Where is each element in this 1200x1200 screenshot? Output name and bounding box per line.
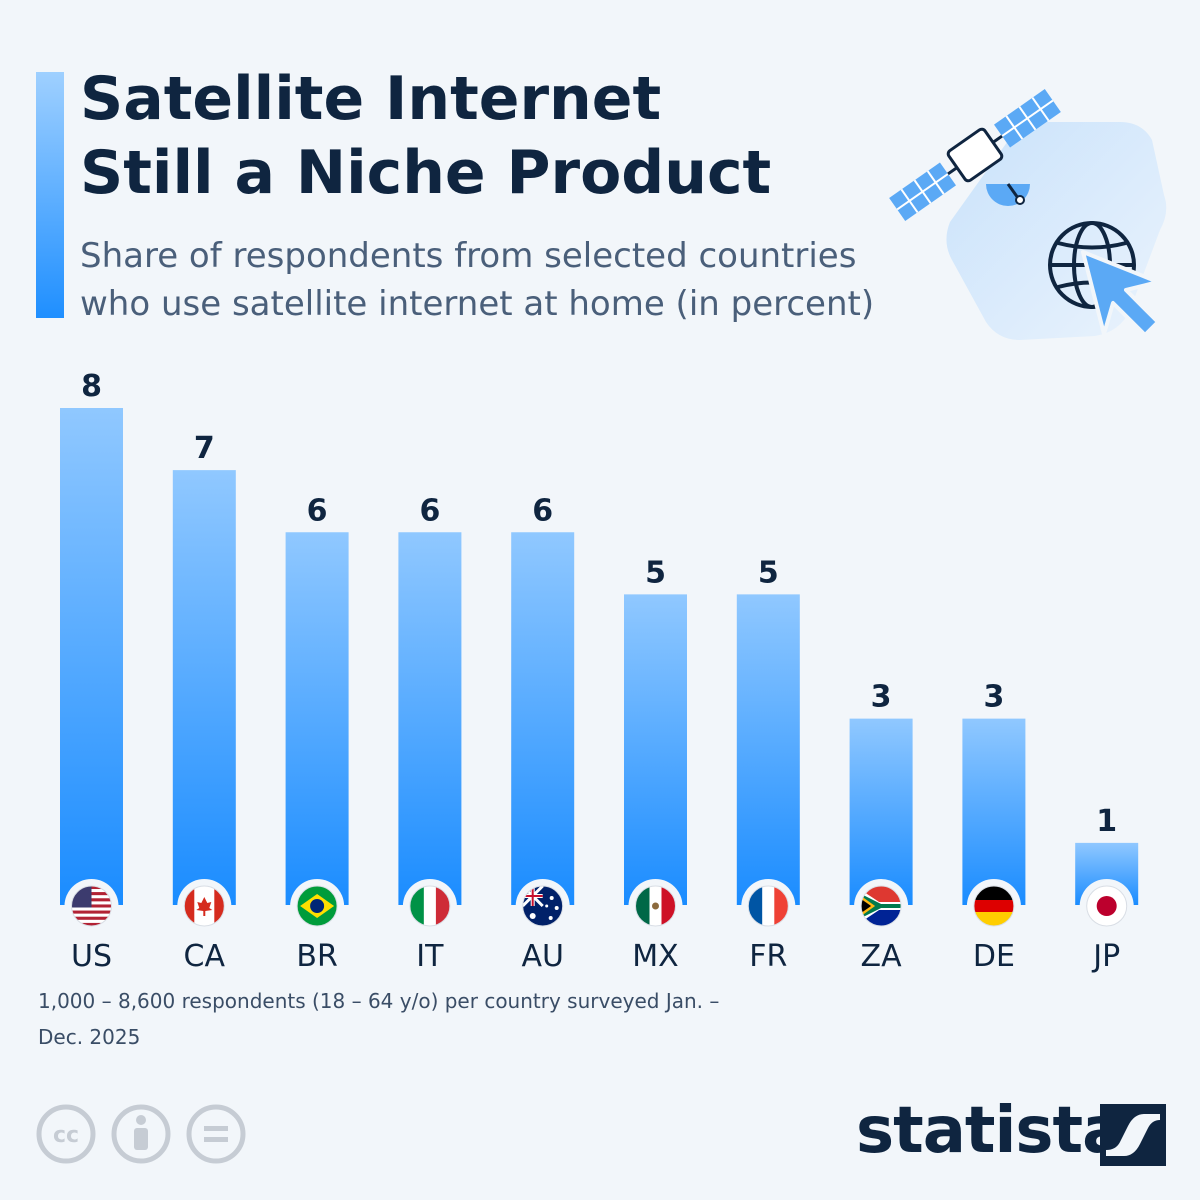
data-label-au: 6	[532, 493, 553, 528]
footnote-line-1: 1,000 – 8,600 respondents (18 – 64 y/o) …	[38, 989, 720, 1013]
bar-ca	[172, 470, 236, 905]
bar-br	[285, 532, 349, 905]
data-label-br: 6	[307, 493, 328, 528]
chart-subtitle: Share of respondents from selected count…	[80, 232, 940, 328]
category-label-it: IT	[416, 939, 444, 974]
data-label-us: 8	[81, 369, 102, 404]
us-flag-icon	[71, 885, 112, 927]
bar-fr	[736, 594, 800, 905]
jp-flag-icon	[1086, 885, 1128, 927]
br-flag-icon	[296, 885, 338, 927]
category-label-ca: CA	[184, 939, 226, 974]
attribution-icon[interactable]	[111, 1104, 171, 1164]
mx-flag-icon	[635, 885, 676, 927]
category-label-fr: FR	[749, 939, 787, 974]
data-label-za: 3	[871, 680, 892, 715]
data-label-de: 3	[983, 680, 1004, 715]
data-label-ca: 7	[194, 431, 215, 466]
license-icons: cc	[36, 1104, 246, 1164]
category-label-mx: MX	[632, 939, 678, 974]
no-derivatives-icon[interactable]	[186, 1104, 246, 1164]
footnote-line-2: Dec. 2025	[38, 1025, 141, 1049]
title-line-2: Still a Niche Product	[80, 138, 772, 208]
bar-au	[511, 532, 575, 905]
bar-de	[962, 718, 1026, 905]
bar-za	[849, 718, 913, 905]
cursor-icon	[1081, 250, 1160, 337]
de-flag-icon	[973, 885, 1015, 927]
chart-title: Satellite Internet Still a Niche Product	[80, 62, 840, 210]
au-flag-icon	[522, 885, 564, 927]
category-label-jp: JP	[1091, 939, 1120, 974]
bar-it	[398, 532, 462, 905]
satellite-icon	[889, 89, 1061, 221]
title-accent-bar	[36, 72, 64, 318]
ca-flag-icon	[183, 885, 225, 927]
statista-logo: statista	[856, 1094, 1125, 1168]
globe-icon	[1048, 221, 1136, 309]
bar-chart: 8 US 7 CA 6 BR 6 IT 6 AU 5 MX 5 FR 3 ZA 3 DE 1 JP	[60, 369, 1139, 974]
it-flag-icon	[409, 885, 451, 927]
category-label-de: DE	[973, 939, 1015, 974]
survey-footnote: 1,000 – 8,600 respondents (18 – 64 y/o) …	[38, 983, 818, 1055]
category-label-us: US	[71, 939, 112, 974]
category-label-au: AU	[521, 939, 563, 974]
data-label-mx: 5	[645, 555, 666, 590]
satellite-illustration	[889, 89, 1167, 340]
bar-mx	[624, 594, 687, 905]
cc-icon[interactable]: cc	[36, 1104, 96, 1164]
statista-logo-mark	[1100, 1104, 1166, 1166]
data-label-fr: 5	[758, 555, 779, 590]
svg-text:cc: cc	[53, 1123, 79, 1148]
data-label-jp: 1	[1096, 804, 1117, 839]
category-label-br: BR	[296, 939, 337, 974]
title-line-1: Satellite Internet	[80, 64, 662, 134]
za-flag-icon	[860, 885, 902, 927]
subtitle-line-1: Share of respondents from selected count…	[80, 236, 857, 276]
category-label-za: ZA	[861, 939, 903, 974]
subtitle-line-2: who use satellite internet at home (in p…	[80, 284, 875, 324]
data-label-it: 6	[419, 493, 440, 528]
bar-us	[60, 408, 123, 905]
fr-flag-icon	[747, 885, 789, 927]
